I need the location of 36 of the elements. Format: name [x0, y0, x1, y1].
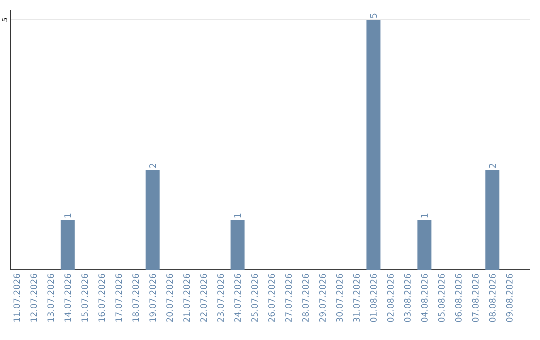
data-label: 2: [489, 164, 496, 168]
x-tick-label: 01.08.2026: [370, 274, 377, 322]
x-tick-label: 30.07.2026: [336, 274, 343, 322]
x-tick-label: 08.08.2026: [489, 274, 496, 322]
x-tick-label: 06.08.2026: [455, 274, 462, 322]
x-tick-label: 25.07.2026: [252, 274, 258, 322]
x-tick-label: 20.07.2026: [166, 274, 174, 322]
x-tick-label: 16.07.2026: [98, 274, 106, 322]
x-tick-label: 09.08.2026: [506, 274, 513, 322]
x-tick-label: 26.07.2026: [268, 274, 276, 322]
data-label: 1: [234, 214, 242, 218]
x-tick-label: 04.08.2026: [421, 274, 428, 322]
x-tick-label: 03.08.2026: [404, 274, 411, 322]
x-tick-label: 18.07.2026: [132, 274, 140, 322]
x-tick-label: 24.07.2026: [234, 274, 242, 322]
x-tick-label: 17.07.2026: [116, 274, 122, 322]
data-label: 1: [421, 214, 428, 218]
x-tick-label: 19.07.2026: [150, 274, 156, 322]
x-tick-label: 21.07.2026: [184, 274, 190, 322]
x-tick-label: 13.07.2026: [48, 274, 54, 322]
x-tick-label: 15.07.2026: [82, 274, 88, 322]
x-tick-label: 07.08.2026: [472, 274, 479, 322]
x-tick-label: 05.08.2026: [438, 274, 445, 322]
x-tick-label: 23.07.2026: [218, 274, 224, 322]
x-tick-label: 22.07.2026: [200, 274, 208, 322]
x-tick-label: 27.07.2026: [286, 274, 292, 322]
data-label: 5: [370, 14, 378, 18]
x-tick-label: 14.07.2026: [64, 274, 72, 322]
x-tick-label: 11.07.2026: [14, 274, 20, 322]
x-tick-label: 02.08.2026: [387, 274, 394, 322]
x-tick-label: 31.07.2026: [353, 274, 360, 322]
x-tick-label: 28.07.2026: [302, 274, 310, 322]
x-tick-label: 12.07.2026: [30, 274, 38, 322]
data-label: 2: [150, 164, 156, 168]
data-label: 1: [64, 214, 72, 218]
x-tick-label: 29.07.2026: [319, 274, 326, 322]
